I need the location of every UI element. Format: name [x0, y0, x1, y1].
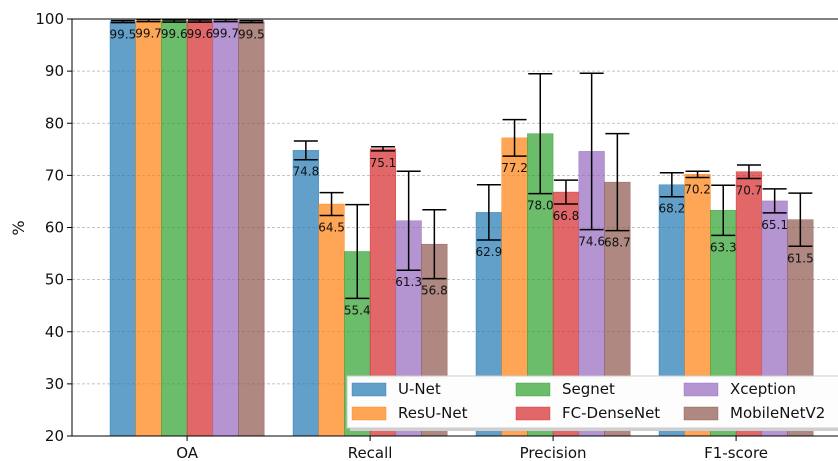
legend-swatch — [351, 406, 387, 421]
legend-label: MobileNetV2 — [730, 404, 825, 422]
legend-label: U-Net — [398, 380, 441, 398]
data-label: 99.5 — [109, 28, 136, 42]
legend-label: FC-DenseNet — [562, 404, 660, 422]
data-label: 61.5 — [787, 251, 814, 265]
data-label: 63.3 — [710, 240, 737, 254]
legend-box — [346, 375, 838, 429]
data-label: 70.2 — [684, 182, 711, 196]
legend-swatch — [351, 382, 387, 397]
x-tick-label: F1-score — [704, 444, 768, 461]
x-tick-label: OA — [176, 444, 199, 461]
legend-swatch — [515, 406, 551, 421]
data-label: 65.1 — [761, 218, 788, 232]
bar — [238, 21, 265, 437]
data-label: 77.2 — [501, 161, 528, 175]
bar — [161, 20, 188, 437]
y-tick-label: 40 — [45, 323, 64, 341]
y-tick-label: 20 — [45, 427, 64, 445]
legend-swatch — [683, 382, 719, 397]
data-label: 74.8 — [292, 165, 319, 179]
data-label: 56.8 — [421, 284, 448, 298]
y-tick-label: 30 — [45, 375, 64, 393]
data-label: 99.6 — [187, 27, 214, 41]
y-tick-label: 70 — [45, 166, 64, 184]
bar — [186, 20, 214, 437]
bar — [212, 20, 239, 437]
data-label: 99.7 — [212, 27, 239, 41]
data-label: 68.7 — [604, 236, 631, 250]
data-label: 68.2 — [658, 202, 685, 216]
data-label: 70.7 — [736, 184, 763, 198]
data-label: 66.8 — [553, 209, 580, 223]
data-label: 64.5 — [318, 221, 345, 235]
y-tick-label: 80 — [45, 114, 64, 132]
legend-label: Segnet — [562, 380, 615, 398]
bar — [318, 203, 345, 437]
data-label: 99.5 — [238, 28, 265, 42]
y-tick-label: 60 — [45, 219, 64, 237]
data-label: 61.3 — [395, 275, 422, 289]
bar — [109, 21, 136, 437]
data-label: 78.0 — [527, 199, 554, 213]
bars — [109, 20, 814, 437]
y-tick-label: 100 — [35, 10, 64, 28]
bar — [292, 150, 319, 437]
legend-label: Xception — [730, 380, 796, 398]
y-axis-label: % — [9, 220, 28, 235]
legend-swatch — [515, 382, 551, 397]
legend: U-Net ResU-Net Segnet FC-DenseNet Xception Mo… — [346, 375, 838, 431]
data-labels: 99.599.799.699.699.799.574.864.555.475.1… — [109, 27, 813, 318]
data-label: 99.7 — [135, 27, 162, 41]
data-label: 62.9 — [475, 245, 502, 259]
y-tick-label: 90 — [45, 62, 64, 80]
error-bars — [110, 18, 813, 300]
data-label: 99.6 — [161, 27, 188, 41]
legend-swatch — [683, 406, 719, 421]
x-tick-label: Recall — [348, 444, 393, 461]
data-label: 74.6 — [578, 235, 605, 249]
data-label: 55.4 — [344, 303, 371, 317]
data-label: 75.1 — [370, 156, 397, 170]
legend-label: ResU-Net — [398, 404, 468, 422]
y-tick-label: 50 — [45, 271, 64, 289]
axes: 20 30 40 50 60 70 80 90 100 OA Recall Precision F1-s… — [35, 10, 838, 461]
x-tick-label: Precision — [520, 444, 587, 461]
bar — [135, 20, 162, 437]
